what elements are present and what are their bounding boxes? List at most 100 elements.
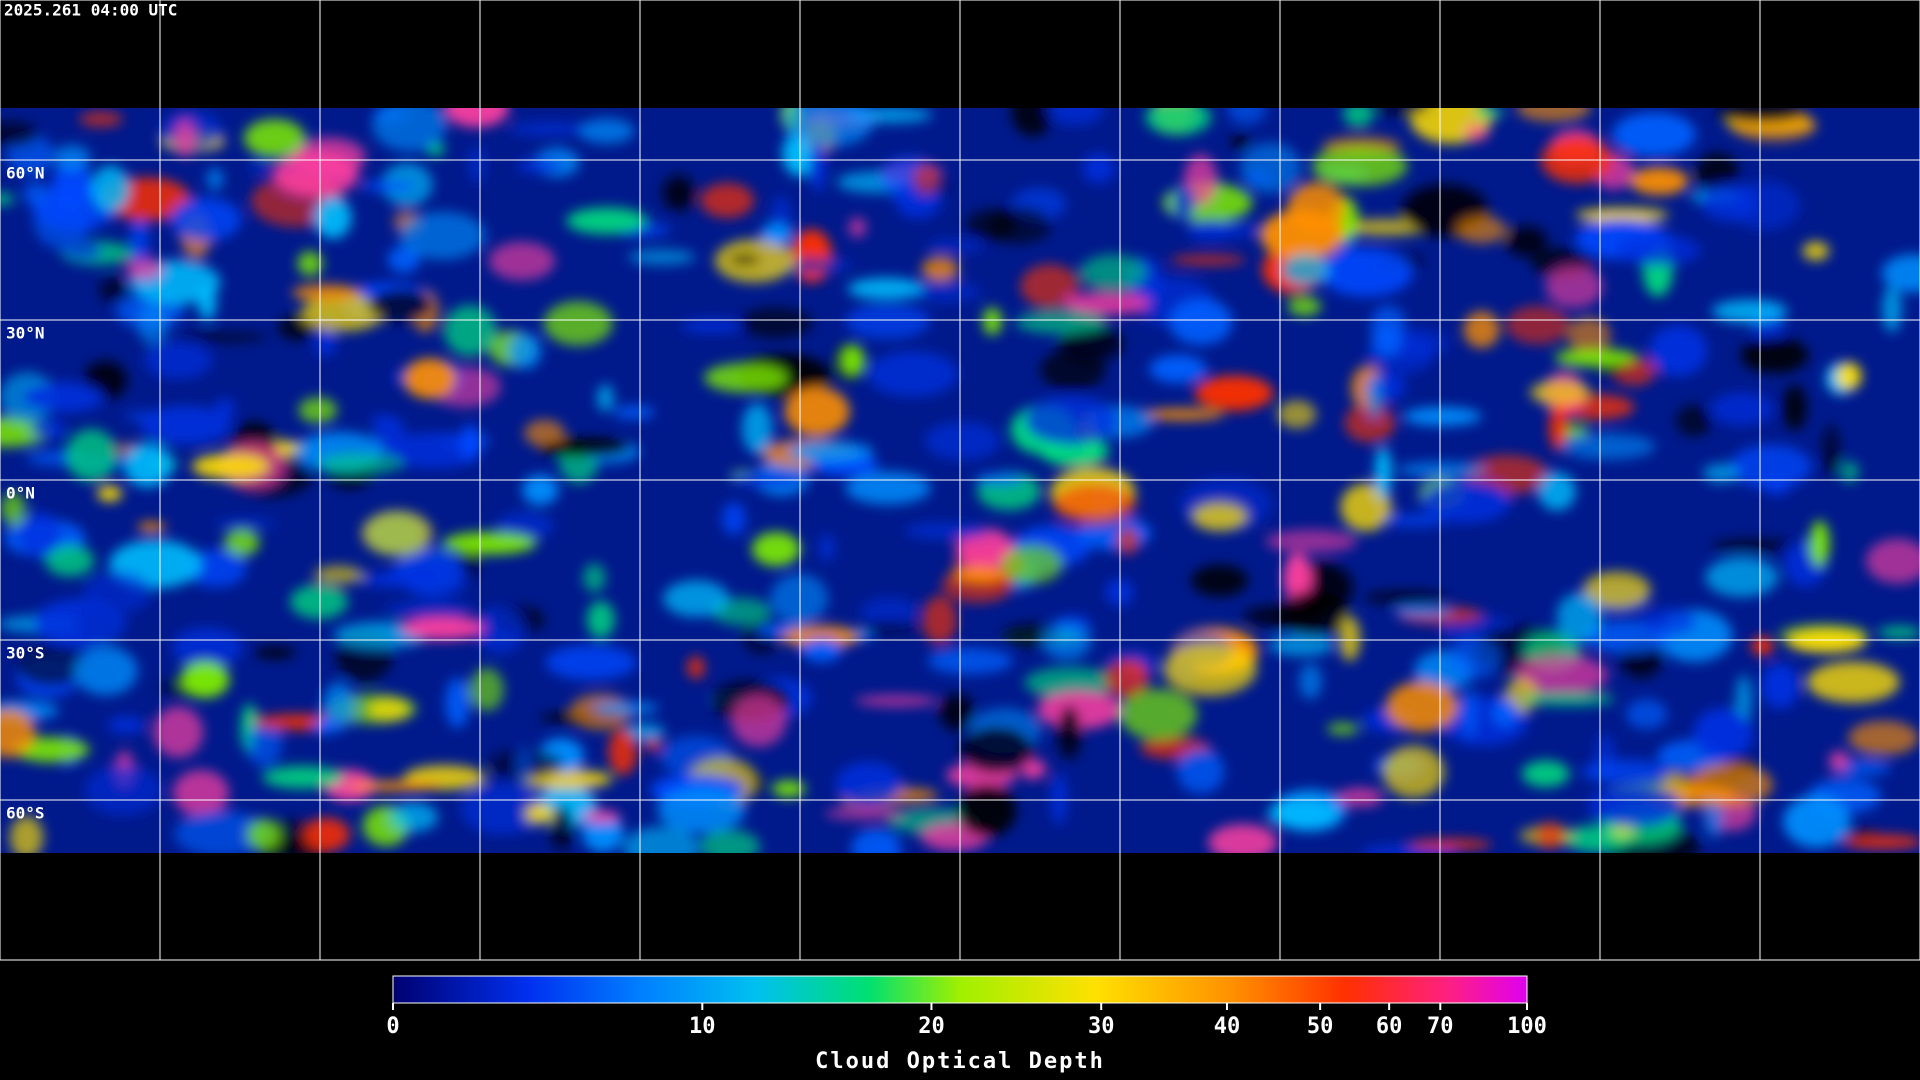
cloud-blob [30,419,66,440]
cloud-blob [0,192,14,206]
cloud-blob [369,414,393,427]
cloud-blob [1063,291,1151,316]
cloud-blob [1835,362,1862,391]
cloud-blob [79,110,123,128]
cloud-blob [845,471,931,505]
cloud-blob [1059,326,1124,362]
map-frame [0,0,1920,961]
colorbar-tick-label: 70 [1427,1014,1454,1039]
cloud-blob [699,829,761,853]
cloud-blob [922,595,958,645]
colorbar [392,975,1528,1004]
cloud-blob [444,108,509,128]
cloud-blob [313,565,364,584]
cloud-blob [1050,773,1068,825]
cloud-blob [180,661,230,698]
cloud-blob [291,284,362,302]
cloud-blob [939,693,975,731]
cloud-blob [1616,234,1701,266]
cloud-blob [84,765,162,816]
cloud-blob [1020,264,1080,309]
cloud-blob [177,332,268,343]
cloud-blob [1625,698,1668,730]
cloud-blob [1516,108,1592,123]
colorbar-tick-label: 50 [1307,1014,1334,1039]
cloud-blob [1538,472,1576,511]
cloud-blob [303,817,350,852]
cloud-blob [1037,689,1122,730]
cloud-blob [1514,654,1608,695]
colorbar-tick-label: 0 [386,1014,399,1039]
cloud-blob [583,563,606,593]
cloud-blob [96,485,123,502]
cloud-blob [741,402,773,454]
cloud-blob [1103,658,1150,699]
cloud-blob [771,780,806,798]
cloud-blob [1283,552,1312,604]
cloud-blob [366,698,410,721]
cloud-blob [1311,145,1408,187]
cloud-blob [9,815,44,853]
cloud-blob [1320,247,1413,297]
cloud-blob [403,358,457,399]
cloud-blob [1381,514,1448,527]
cloud-blob [20,382,105,413]
cloud-blob [974,472,1025,486]
cloud-blob [524,419,565,447]
cloud-blob [322,682,355,731]
cloud-blob [840,344,865,376]
cloud-blob [1710,537,1799,554]
cloud-blob [361,510,433,557]
cloud-blob [859,621,919,633]
cloud-blob [860,596,918,627]
cloud-blob [730,471,808,487]
cloud-blob [1693,708,1753,760]
cloud-blob [1729,444,1812,489]
cloud-blob [1783,795,1851,848]
cloud-blob [1374,446,1392,499]
cloud-blob [751,531,801,567]
cloud-blob [62,241,104,261]
cloud-blob [582,810,621,823]
cloud-blob [384,600,474,618]
cloud-blob [907,280,981,303]
cloud-blob [1611,825,1635,837]
cloud-blob [469,667,504,712]
cloud-blob [1629,167,1689,196]
cloud-blob [1019,758,1047,780]
cloud-blob [143,341,213,380]
cloud-blob [16,645,86,687]
cloud-blob [1371,325,1402,358]
cloud-blob [1267,799,1339,829]
cloud-blob [1245,171,1272,184]
cloud-blob [784,386,850,437]
cloud-blob [1393,605,1453,617]
cloud-blob [123,443,173,488]
cloud-blob [0,121,39,148]
cloud-blob [1740,337,1809,374]
colorbar-tick-label: 30 [1088,1014,1115,1039]
cloud-blob [628,249,696,265]
cloud-blob [700,182,755,218]
cloud-blob [445,677,470,729]
cloud-blob [0,708,36,758]
cloud-blob [224,528,260,557]
cloud-blob [1520,692,1615,707]
cloud-blob [721,502,747,536]
cloud-blob [1761,663,1800,709]
latitude-label: 60°S [6,804,45,823]
cloud-blob [1149,354,1207,384]
cloud-blob [1751,636,1774,656]
cloud-blob [1265,529,1358,554]
timestamp: 2025.261 04:00 UTC [4,1,177,20]
cloud-blob [129,216,149,270]
cloud-blob [298,397,338,424]
cloud-blob [913,163,939,196]
cloud-blob [1463,311,1500,349]
cloud-blob [787,441,874,463]
cloud-blob [1882,286,1902,333]
cloud-blob [1545,265,1603,309]
cloud-blob [1268,634,1335,657]
cloud-blob [1116,527,1139,555]
cloud-blob [1842,834,1920,850]
